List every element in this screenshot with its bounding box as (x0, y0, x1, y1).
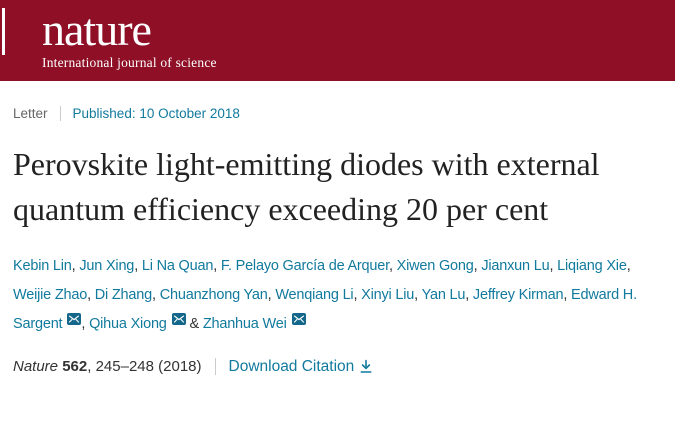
citation-journal: Nature (13, 358, 59, 376)
author-separator: , (549, 257, 558, 274)
citation-row: Nature 562, 245–248 (2018) Download Cita… (13, 358, 661, 376)
author-list: Kebin Lin, Jun Xing, Li Na Quan, F. Pela… (13, 252, 661, 339)
citation-text: Nature 562, 245–248 (2018) (13, 358, 202, 375)
author-link[interactable]: Liqiang Xie (557, 257, 627, 274)
citation-divider (214, 358, 216, 376)
download-citation-label: Download Citation (228, 357, 355, 375)
author-link[interactable]: Zhanhua Wei (202, 315, 287, 332)
author-separator: , (213, 257, 221, 274)
author-link[interactable]: Jun Xing (79, 257, 135, 274)
envelope-icon[interactable] (291, 312, 306, 325)
author-separator: , (414, 286, 422, 303)
meta-divider (59, 106, 61, 121)
download-icon (360, 360, 372, 374)
article-type-label: Letter (13, 106, 48, 121)
published-value: 10 October 2018 (139, 106, 240, 121)
author-separator: , (465, 286, 473, 303)
author-link[interactable]: F. Pelayo García de Arquer (220, 257, 389, 274)
download-citation-link[interactable]: Download Citation (229, 358, 374, 376)
author-separator: , (87, 286, 95, 303)
author-separator: , (152, 286, 160, 303)
author-link[interactable]: Li Na Quan (141, 257, 214, 274)
envelope-icon[interactable] (67, 312, 82, 325)
published-label: Published: (72, 106, 136, 121)
article-title: Perovskite light-emitting diodes with ex… (13, 146, 600, 228)
author-link[interactable]: Jianxun Lu (481, 257, 550, 274)
author-separator: , (134, 257, 142, 274)
author-separator: , (563, 286, 572, 303)
author-separator: , (267, 286, 276, 303)
author-link[interactable]: Chuanzhong Yan (159, 286, 268, 303)
nature-logo-text: nature (42, 4, 152, 55)
published-date: Published: 10 October 2018 (73, 106, 240, 121)
author-link[interactable]: Weijie Zhao (13, 286, 88, 303)
author-separator: & (185, 315, 203, 332)
nature-banner: nature International journal of science (0, 0, 675, 81)
article-meta-row: Letter Published: 10 October 2018 (13, 106, 661, 121)
nature-logo[interactable]: nature International journal of science (42, 7, 675, 71)
author-link[interactable]: Xinyi Liu (361, 286, 415, 303)
citation-volume: 562 (62, 358, 88, 376)
author-link[interactable]: Xiwen Gong (396, 257, 474, 274)
citation-pages: , 245–248 (2018) (87, 358, 202, 376)
author-link[interactable]: Qihua Xiong (89, 315, 167, 332)
author-separator: , (353, 286, 362, 303)
author-separator: , (626, 257, 631, 274)
author-link[interactable]: Edward H. Sargent (13, 286, 637, 332)
envelope-icon[interactable] (171, 312, 186, 325)
author-separator: , (473, 257, 482, 274)
author-link[interactable]: Di Zhang (94, 286, 153, 303)
author-separator: , (81, 315, 90, 332)
author-separator: , (388, 257, 397, 274)
author-link[interactable]: Yan Lu (421, 286, 466, 303)
author-link[interactable]: Kebin Lin (13, 257, 72, 274)
article-header: Letter Published: 10 October 2018 Perovs… (0, 81, 675, 376)
author-link[interactable]: Jeffrey Kirman (472, 286, 564, 303)
author-link[interactable]: Wenqiang Li (275, 286, 354, 303)
author-separator: , (71, 257, 80, 274)
banner-edge-artifact (2, 8, 5, 55)
nature-tagline: International journal of science (42, 55, 217, 70)
